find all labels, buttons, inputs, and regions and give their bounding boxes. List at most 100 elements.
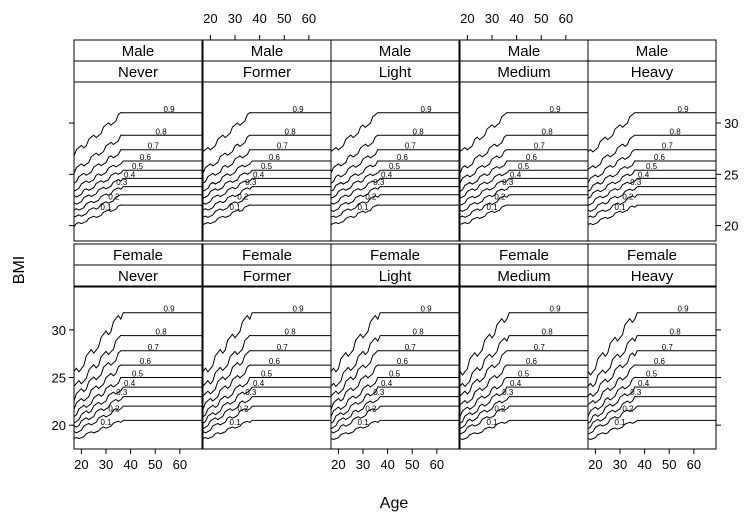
y-tick-label: 25 [52, 371, 66, 386]
contour-label-0.4: 0.4 [253, 379, 265, 388]
contour-label-0.9: 0.9 [292, 105, 304, 114]
x-tick-label: 30 [485, 11, 499, 26]
panel-male-light: Male Light 0.10.2 0.30.40.50.6 0.7 0.8 0.9 [330, 39, 460, 242]
strip-smoking-box [73, 264, 203, 287]
contour-line-0.5 [459, 376, 588, 417]
contour-line-0.4 [459, 386, 588, 424]
contour-label-0.5: 0.5 [261, 370, 273, 379]
contour-label-0.7: 0.7 [662, 343, 674, 352]
contour-line-0.8 [202, 334, 331, 387]
contour-line-0.8 [459, 335, 588, 388]
panel-male-heavy: Male Heavy 0.10.2 0.30.40.50.6 0.7 0.8 0.9 [587, 39, 717, 242]
contour-label-0.2: 0.2 [365, 405, 377, 414]
x-tick-label: 60 [430, 457, 444, 472]
contour-label-0.7: 0.7 [148, 142, 160, 151]
contour-label-0.8: 0.8 [542, 328, 554, 337]
contour-label-0.9: 0.9 [677, 305, 689, 314]
contour-label-0.9: 0.9 [163, 305, 175, 314]
contour-label-0.1: 0.1 [357, 203, 369, 212]
contour-label-0.5: 0.5 [389, 162, 401, 171]
contour-line-0.3 [202, 186, 331, 211]
x-tick-label: 30 [356, 457, 370, 472]
x-tick-label: 40 [123, 457, 137, 472]
contour-line-0.1 [73, 204, 202, 228]
contour-line-0.8 [202, 134, 331, 174]
contour-label-0.6: 0.6 [140, 357, 152, 366]
strip-smoking-label: Heavy [631, 268, 674, 285]
panel-male-medium: Male Medium 0.10.2 0.30.40.50.6 0.7 0.8 0.9 [459, 39, 589, 242]
contour-line-0.9 [330, 312, 459, 373]
contour-label-0.5: 0.5 [518, 370, 530, 379]
contour-label-0.7: 0.7 [277, 142, 289, 151]
contour-line-0.4 [587, 177, 716, 206]
y-tick-label: 30 [724, 116, 738, 131]
contour-line-0.9 [587, 312, 716, 376]
contour-label-0.7: 0.7 [405, 142, 417, 151]
x-axis-title: Age [380, 495, 409, 512]
contour-label-0.8: 0.8 [156, 328, 168, 337]
contour-line-0.7 [202, 350, 331, 397]
contour-line-0.6 [202, 364, 331, 410]
contour-line-0.7 [73, 149, 202, 184]
contour-label-0.6: 0.6 [269, 153, 281, 162]
contour-line-0.9 [587, 112, 716, 153]
x-tick-label: 50 [277, 11, 291, 26]
contour-label-0.9: 0.9 [420, 105, 432, 114]
x-tick-label: 40 [252, 11, 266, 26]
contour-label-0.3: 0.3 [116, 388, 128, 397]
contour-label-0.4: 0.4 [638, 379, 650, 388]
panel-frame [73, 286, 203, 450]
contour-line-0.9 [330, 112, 459, 152]
contour-label-0.3: 0.3 [245, 388, 257, 397]
contour-line-0.2 [330, 405, 459, 434]
contour-label-0.1: 0.1 [614, 203, 626, 212]
contour-label-0.4: 0.4 [381, 379, 393, 388]
contour-line-0.5 [73, 376, 202, 418]
x-tick-label: 40 [637, 457, 651, 472]
contour-line-0.8 [587, 134, 716, 170]
contour-label-0.8: 0.8 [413, 328, 425, 337]
contour-label-0.4: 0.4 [124, 170, 136, 179]
panel-female-light: Female Light 0.1 0.2 0.30.40.5 0.6 0.7 0.8 0.9 [330, 243, 460, 450]
contour-line-0.6 [459, 160, 588, 192]
contour-line-0.8 [330, 335, 459, 388]
contour-label-0.1: 0.1 [100, 203, 112, 212]
contour-label-0.3: 0.3 [245, 178, 257, 187]
contour-line-0.3 [587, 395, 716, 430]
contour-label-0.5: 0.5 [132, 370, 144, 379]
contour-line-0.9 [459, 112, 588, 152]
contour-line-0.6 [330, 364, 459, 410]
strip-smoking-label: Light [379, 64, 412, 81]
contour-label-0.3: 0.3 [502, 388, 514, 397]
contour-label-0.5: 0.5 [646, 162, 658, 171]
contour-label-0.6: 0.6 [654, 153, 666, 162]
contour-line-0.1 [202, 204, 331, 225]
contour-line-0.1 [459, 419, 588, 441]
strip-sex-label: Male [379, 43, 412, 60]
contour-line-0.7 [587, 149, 716, 184]
contour-label-0.4: 0.4 [510, 170, 522, 179]
contour-line-0.5 [459, 169, 588, 199]
contour-line-0.3 [73, 186, 202, 211]
contour-line-0.5 [202, 376, 331, 418]
contour-line-0.7 [459, 350, 588, 397]
contour-line-0.8 [459, 134, 588, 174]
strip-smoking-label: Medium [497, 64, 550, 81]
contour-line-0.2 [459, 405, 588, 435]
contour-label-0.9: 0.9 [549, 305, 561, 314]
contour-line-0.3 [202, 396, 331, 430]
contour-line-0.1 [73, 419, 202, 440]
contour-line-0.9 [202, 112, 331, 152]
x-tick-label: 20 [331, 457, 345, 472]
contour-line-0.6 [73, 364, 202, 410]
contour-label-0.2: 0.2 [108, 405, 120, 414]
contour-line-0.6 [459, 364, 588, 406]
contour-label-0.9: 0.9 [163, 105, 175, 114]
panel-female-heavy: Female Heavy 0.1 0.2 0.30.40.5 0.6 0.7 0.8 0.9 [587, 243, 717, 450]
contour-line-0.4 [202, 177, 331, 205]
contour-line-0.9 [73, 112, 202, 157]
contour-label-0.2: 0.2 [237, 193, 249, 202]
contour-label-0.2: 0.2 [365, 193, 377, 202]
contour-label-0.5: 0.5 [261, 162, 273, 171]
contour-label-0.9: 0.9 [549, 105, 561, 114]
